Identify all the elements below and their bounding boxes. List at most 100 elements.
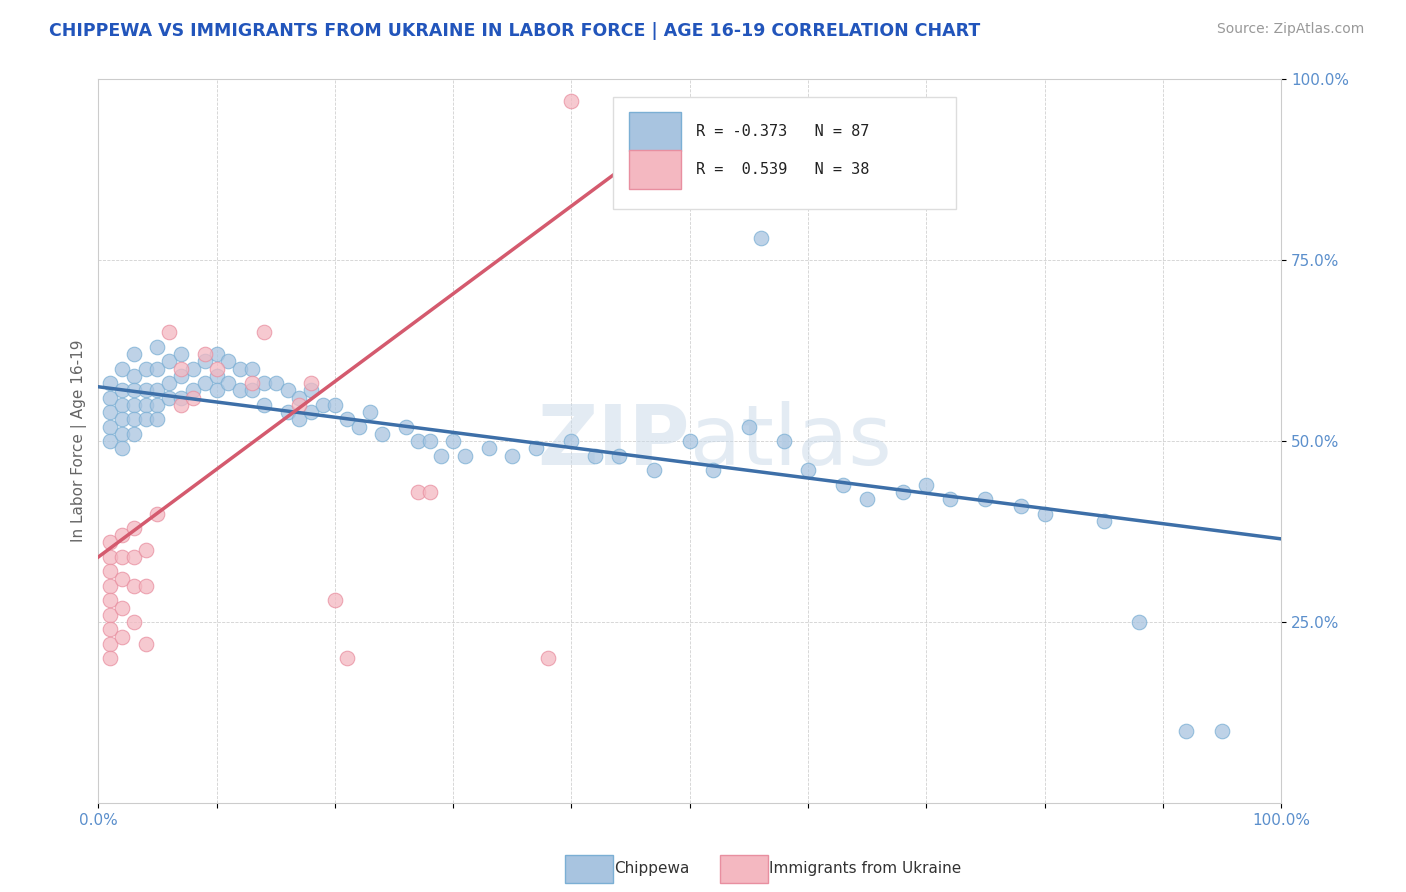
Point: [418, 434, 440, 449]
Text: Chippewa: Chippewa: [614, 862, 690, 876]
Point: [347, 419, 370, 434]
Point: [253, 326, 276, 340]
Point: [560, 94, 582, 108]
Point: [146, 398, 169, 412]
Point: [773, 434, 796, 449]
Point: [98, 391, 121, 405]
Point: [277, 384, 299, 398]
Point: [98, 434, 121, 449]
Point: [277, 405, 299, 419]
Point: [288, 391, 311, 405]
Point: [98, 623, 121, 637]
Point: [229, 361, 252, 376]
FancyBboxPatch shape: [613, 97, 956, 210]
Point: [832, 477, 855, 491]
Point: [205, 361, 228, 376]
Point: [181, 361, 204, 376]
Point: [205, 384, 228, 398]
Point: [98, 593, 121, 607]
Point: [122, 615, 145, 629]
Point: [406, 484, 429, 499]
Point: [135, 412, 157, 426]
Point: [111, 412, 134, 426]
Point: [299, 384, 322, 398]
Point: [323, 593, 346, 607]
Point: [98, 637, 121, 651]
FancyBboxPatch shape: [630, 150, 682, 189]
Point: [135, 542, 157, 557]
Text: Immigrants from Ukraine: Immigrants from Ukraine: [769, 862, 962, 876]
Point: [122, 549, 145, 564]
Point: [336, 412, 359, 426]
Point: [299, 405, 322, 419]
Point: [122, 426, 145, 441]
Point: [359, 405, 381, 419]
Point: [146, 412, 169, 426]
Point: [146, 384, 169, 398]
Point: [98, 607, 121, 622]
Point: [170, 368, 193, 383]
Point: [583, 449, 606, 463]
Point: [288, 398, 311, 412]
Point: [229, 384, 252, 398]
Point: [157, 376, 180, 391]
Point: [111, 600, 134, 615]
Point: [406, 434, 429, 449]
Point: [135, 637, 157, 651]
Point: [194, 354, 217, 368]
Point: [194, 376, 217, 391]
Point: [643, 463, 665, 477]
Point: [430, 449, 453, 463]
Point: [856, 491, 879, 506]
Point: [98, 405, 121, 419]
Point: [288, 412, 311, 426]
Point: [122, 521, 145, 535]
Point: [157, 391, 180, 405]
Point: [181, 384, 204, 398]
Point: [111, 572, 134, 586]
Point: [170, 398, 193, 412]
Point: [749, 231, 772, 245]
Point: [607, 449, 630, 463]
Point: [98, 535, 121, 549]
Point: [111, 630, 134, 644]
Point: [146, 340, 169, 354]
Point: [240, 376, 263, 391]
Point: [170, 361, 193, 376]
Point: [974, 491, 997, 506]
Point: [194, 347, 217, 361]
FancyBboxPatch shape: [630, 112, 682, 151]
Point: [240, 384, 263, 398]
Text: R =  0.539   N = 38: R = 0.539 N = 38: [696, 162, 869, 177]
Point: [1033, 507, 1056, 521]
Point: [122, 384, 145, 398]
Text: ZIP: ZIP: [537, 401, 690, 482]
Text: CHIPPEWA VS IMMIGRANTS FROM UKRAINE IN LABOR FORCE | AGE 16-19 CORRELATION CHART: CHIPPEWA VS IMMIGRANTS FROM UKRAINE IN L…: [49, 22, 980, 40]
Point: [98, 651, 121, 665]
Point: [157, 354, 180, 368]
Point: [299, 376, 322, 391]
Text: atlas: atlas: [690, 401, 891, 482]
Point: [478, 442, 501, 456]
Point: [111, 361, 134, 376]
Point: [181, 391, 204, 405]
Point: [1128, 615, 1150, 629]
Point: [253, 398, 276, 412]
Point: [111, 384, 134, 398]
Text: R = -0.373   N = 87: R = -0.373 N = 87: [696, 124, 869, 138]
Point: [135, 361, 157, 376]
Point: [157, 326, 180, 340]
Point: [122, 347, 145, 361]
Point: [146, 361, 169, 376]
Point: [441, 434, 464, 449]
Point: [738, 419, 761, 434]
Point: [111, 528, 134, 542]
Text: Source: ZipAtlas.com: Source: ZipAtlas.com: [1216, 22, 1364, 37]
Point: [371, 426, 394, 441]
Point: [336, 651, 359, 665]
Point: [122, 368, 145, 383]
Point: [524, 442, 547, 456]
Point: [122, 412, 145, 426]
Point: [264, 376, 287, 391]
Point: [253, 376, 276, 391]
